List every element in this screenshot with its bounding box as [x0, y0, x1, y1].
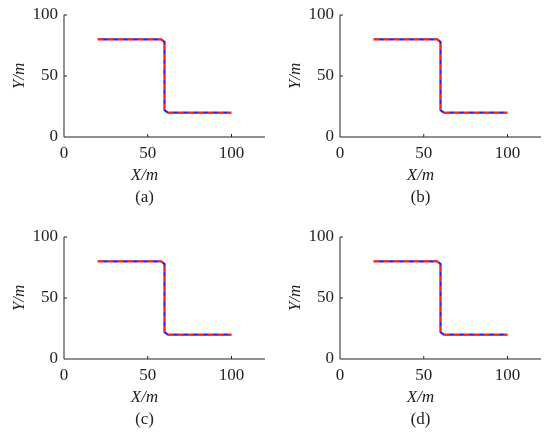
- x-tick-label: 100: [219, 143, 245, 162]
- x-tick-label: 50: [415, 365, 432, 384]
- panel: 0 50 100 0 50 100 X/m Y/m (a): [9, 4, 265, 206]
- y-axis-label: Y/m: [285, 285, 304, 311]
- y-tick-label: 50: [317, 65, 334, 84]
- x-tick-label: 50: [139, 143, 156, 162]
- trajectory: [97, 260, 232, 336]
- y-tick-label: 100: [33, 4, 59, 23]
- x-tick-label: 100: [219, 365, 245, 384]
- y-axis-label: Y/m: [9, 63, 28, 89]
- x-tick-label: 50: [139, 365, 156, 384]
- x-axis-label: X/m: [406, 387, 434, 406]
- x-tick-label: 100: [495, 365, 521, 384]
- y-axis-label: Y/m: [285, 63, 304, 89]
- y-tick-label: 0: [326, 348, 335, 367]
- caption: (c): [135, 409, 154, 428]
- x-axis-label: X/m: [130, 387, 158, 406]
- caption: (d): [411, 409, 431, 428]
- y-axis-label: Y/m: [9, 285, 28, 311]
- y-tick-label: 50: [41, 287, 58, 306]
- caption: (a): [135, 187, 154, 206]
- y-tick-label: 0: [50, 348, 59, 367]
- trajectory: [97, 38, 232, 114]
- x-tick-label: 100: [495, 143, 521, 162]
- x-tick-label: 50: [415, 143, 432, 162]
- y-tick-label: 50: [41, 65, 58, 84]
- y-tick-label: 100: [309, 4, 335, 23]
- x-tick-label: 0: [60, 365, 69, 384]
- trajectory: [373, 260, 508, 336]
- panel: 0 50 100 0 50 100 X/m Y/m (b): [285, 4, 541, 206]
- y-tick-label: 100: [309, 226, 335, 245]
- trajectory: [373, 38, 508, 114]
- panel: 0 50 100 0 50 100 X/m Y/m (d): [285, 226, 541, 428]
- caption: (b): [411, 187, 431, 206]
- x-tick-label: 0: [336, 365, 345, 384]
- x-tick-label: 0: [60, 143, 69, 162]
- x-axis-label: X/m: [130, 165, 158, 184]
- panel: 0 50 100 0 50 100 X/m Y/m (c): [9, 226, 265, 428]
- y-tick-label: 100: [33, 226, 59, 245]
- y-tick-label: 0: [326, 126, 335, 145]
- x-tick-label: 0: [336, 143, 345, 162]
- y-tick-label: 50: [317, 287, 334, 306]
- x-axis-label: X/m: [406, 165, 434, 184]
- y-tick-label: 0: [50, 126, 59, 145]
